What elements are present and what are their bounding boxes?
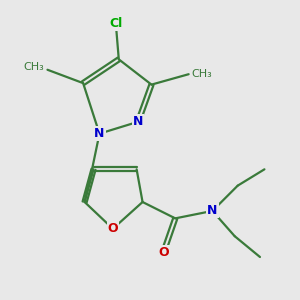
Text: CH₃: CH₃ <box>24 62 44 72</box>
Text: O: O <box>158 246 169 259</box>
Text: N: N <box>94 127 105 140</box>
Text: N: N <box>207 204 218 218</box>
Text: N: N <box>133 115 143 128</box>
Text: O: O <box>107 222 118 235</box>
Text: Cl: Cl <box>109 17 122 30</box>
Text: CH₃: CH₃ <box>192 69 212 79</box>
